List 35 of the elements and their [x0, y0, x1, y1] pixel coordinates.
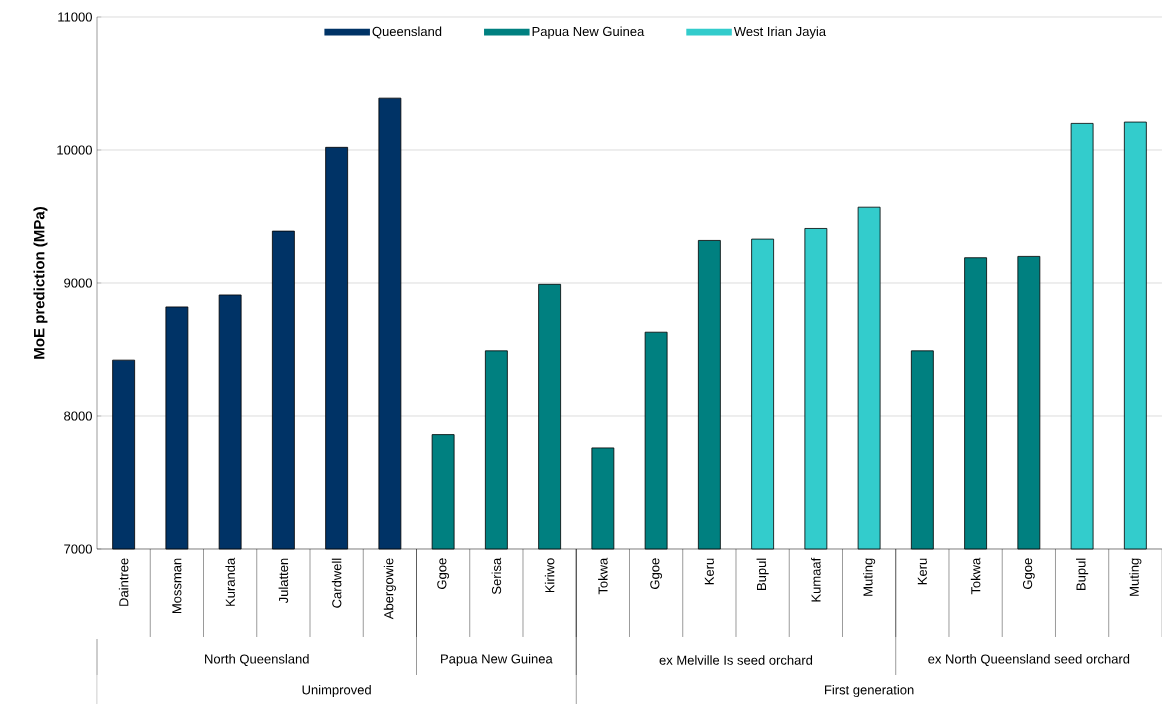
x-tick-label: Bupul — [1076, 558, 1089, 590]
text: Papua New Guinea — [441, 653, 553, 667]
text: Unimproved — [302, 684, 371, 698]
y-tick-label: 9000 — [64, 278, 92, 288]
text: ex Melville Is seed orchard — [659, 655, 813, 665]
x-tick-label: Muting — [863, 558, 876, 596]
x-tick-label: Abergowie — [383, 558, 396, 620]
legend-label: West Irian Jayia — [733, 26, 827, 39]
x-tick-label: Mossman — [172, 558, 182, 614]
x-tick-label: Daintree — [118, 558, 129, 606]
x-tick-label: Tokwa — [970, 557, 981, 595]
text: First generation — [825, 684, 914, 698]
x-tick-label: Ggoe — [437, 558, 450, 589]
text: ex North Queensland seed orchard — [928, 654, 1130, 666]
x-tick-label: Tokwa — [598, 557, 608, 595]
x-tick-label: Ggoe — [650, 558, 662, 589]
x-tick-label: Keru — [704, 558, 714, 585]
x-tick-label: Kuranda — [225, 557, 235, 606]
y-tick-label: 7000 — [64, 544, 92, 554]
x-tick-label: Muting — [1129, 558, 1142, 596]
legend-label: Papua New Guinea — [532, 26, 645, 39]
text: North Queensland — [205, 654, 309, 666]
y-tick-label: 8000 — [64, 411, 92, 421]
x-tick-label: Kiriwo — [544, 558, 555, 593]
y-tick-label: 10000 — [57, 145, 92, 155]
x-tick-label: Ggoe — [1022, 558, 1035, 589]
x-tick-label: Kumaaf — [811, 557, 821, 602]
x-tick-label: Serisa — [491, 557, 502, 595]
x-tick-label: Julatten — [278, 558, 289, 604]
x-tick-label: Keru — [917, 558, 927, 585]
y-axis-title: MoE prediction (MPa) — [33, 207, 48, 359]
x-tick-label: Cardwell — [331, 558, 342, 608]
legend-label: Queensland — [372, 26, 442, 39]
x-tick-label: Bupul — [756, 558, 769, 590]
y-tick-label: 11000 — [58, 12, 92, 22]
